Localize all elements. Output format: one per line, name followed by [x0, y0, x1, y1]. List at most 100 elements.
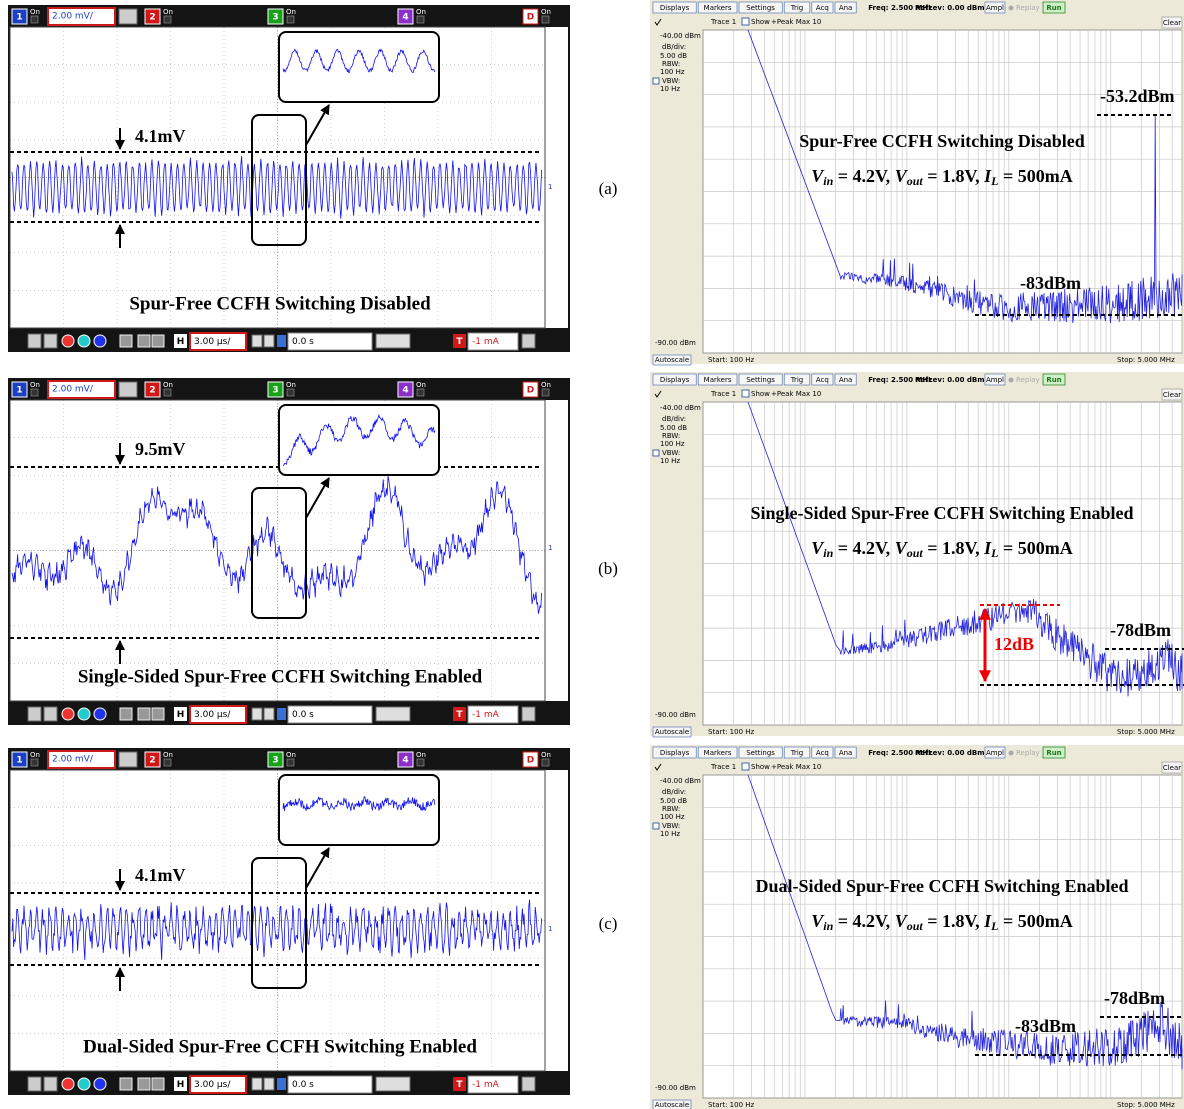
- operating-condition: Vin = 4.2V, Vout = 1.8V, IL = 500mA: [811, 911, 1073, 933]
- tool-icon: [264, 1078, 274, 1090]
- floor-label: -78dBm: [1110, 620, 1171, 640]
- toolbar-button-label: Acq: [816, 749, 829, 757]
- sidebar-text: VBW:: [662, 449, 680, 457]
- stop-frequency: Stop: 5.000 MHz: [1117, 728, 1175, 736]
- channel-state: On: [30, 751, 40, 759]
- toolbar-button-label: Ana: [839, 376, 853, 384]
- panel-label: (a): [599, 179, 618, 198]
- step-button: [44, 334, 57, 348]
- condition-value: = 500mA: [999, 166, 1073, 186]
- start-frequency: Start: 100 Hz: [708, 356, 755, 364]
- channel-number: 2: [149, 13, 155, 23]
- color-dot: [78, 1078, 90, 1090]
- channel-number: 1: [16, 756, 22, 766]
- step-button: [522, 1077, 535, 1091]
- clear-label: Clear: [1163, 391, 1181, 399]
- ref-level: RefLev: 0.00 dBm: [915, 4, 985, 12]
- toolbar-button-label: Markers: [704, 749, 732, 757]
- tool-icon: [138, 708, 150, 720]
- toolbar-button-label: Acq: [816, 4, 829, 12]
- channel-number: 2: [149, 756, 155, 766]
- panel-label: (c): [599, 914, 618, 933]
- condition-value: = 4.2V,: [833, 166, 894, 186]
- channel-number: D: [527, 13, 534, 23]
- color-dot: [62, 335, 74, 347]
- channel-check: [31, 16, 38, 23]
- toolbar-button-label: Ana: [839, 4, 853, 12]
- ripple-label: 9.5mV: [135, 439, 186, 459]
- show-check: [742, 18, 749, 25]
- h-label: H: [177, 710, 185, 720]
- ripple-label: 4.1mV: [135, 865, 186, 885]
- t-label: T: [456, 710, 463, 720]
- condition-subscript: L: [990, 174, 998, 188]
- detector-label: +Peak Max 10: [771, 390, 821, 398]
- channel-check: [287, 389, 294, 396]
- hump-label: 12dB: [994, 634, 1034, 654]
- sidebar-text: dB/div:: [662, 415, 686, 423]
- color-dot: [94, 335, 106, 347]
- ref-level: RefLev: 0.00 dBm: [915, 749, 985, 757]
- delay: 0.0 s: [292, 1080, 314, 1090]
- run-label: Run: [1046, 376, 1061, 384]
- h-label: H: [177, 1080, 185, 1090]
- show-check: [742, 763, 749, 770]
- color-dot: [78, 708, 90, 720]
- replay-dot: [1009, 378, 1014, 383]
- ref-level: RefLev: 0.00 dBm: [915, 376, 985, 384]
- sidebar-text: 100 Hz: [660, 68, 685, 76]
- run-label: Run: [1046, 4, 1061, 12]
- spectrum-title: Dual-Sided Spur-Free CCFH Switching Enab…: [755, 876, 1128, 896]
- bottom-level: -90.00 dBm: [655, 339, 696, 347]
- tool-icon: [138, 335, 150, 347]
- condition-value: = 1.8V,: [923, 538, 984, 558]
- channel-state: On: [541, 8, 551, 16]
- channel-state: On: [416, 381, 426, 389]
- stop-frequency: Stop: 5.000 MHz: [1117, 356, 1175, 364]
- channel-state: On: [163, 381, 173, 389]
- channel-check: [31, 389, 38, 396]
- channel-check: [542, 759, 549, 766]
- spur-label: -53.2dBm: [1100, 86, 1175, 106]
- tool-icon: [264, 708, 274, 720]
- channel-state: On: [30, 381, 40, 389]
- time-per-div: 3.00 µs/: [194, 337, 231, 347]
- toolbar-button-label: Markers: [704, 4, 732, 12]
- volts-per-div: 2.00 mV/: [52, 385, 94, 395]
- channel-state: On: [30, 8, 40, 16]
- channel-state: On: [541, 751, 551, 759]
- channel-number: D: [527, 756, 534, 766]
- channel-number: 3: [272, 756, 278, 766]
- tool-icon: [152, 1078, 164, 1090]
- toolbar-button-label: Acq: [816, 376, 829, 384]
- trigger-level: -1 mA: [472, 1080, 500, 1090]
- replay-label: Replay: [1016, 4, 1040, 12]
- channel-number: 2: [149, 386, 155, 396]
- toolbar-button-label: Markers: [704, 376, 732, 384]
- color-dot: [78, 335, 90, 347]
- step-button: [28, 334, 41, 348]
- toolbar-button-label: Settings: [746, 376, 775, 384]
- coupling-icon: [119, 9, 137, 24]
- step-button: [522, 707, 535, 721]
- channel-check: [417, 16, 424, 23]
- channel-number: 4: [402, 13, 408, 23]
- run-label: Run: [1046, 749, 1061, 757]
- floor-label: -83dBm: [1015, 1016, 1076, 1036]
- ch1-marker: 1: [548, 925, 552, 933]
- toolbar-button-label: Displays: [660, 749, 690, 757]
- figure: 1On2On3On4OnDOn2.00 mV/14.1mVSpur-Free C…: [0, 0, 1184, 1109]
- autoscale-label: Autoscale: [655, 356, 689, 364]
- show-label: Show: [751, 763, 770, 771]
- sidebar-text: 100 Hz: [660, 813, 685, 821]
- detector-label: +Peak Max 10: [771, 763, 821, 771]
- ampl-label: Ampl: [986, 376, 1004, 384]
- coupling-icon: [119, 752, 137, 767]
- nav-box: [376, 707, 410, 721]
- trigger-level: -1 mA: [472, 710, 500, 720]
- clear-label: Clear: [1163, 764, 1181, 772]
- t-label: T: [456, 337, 463, 347]
- channel-check: [542, 16, 549, 23]
- trace-label: Trace 1: [710, 390, 736, 398]
- sidebar-text: dB/div:: [662, 43, 686, 51]
